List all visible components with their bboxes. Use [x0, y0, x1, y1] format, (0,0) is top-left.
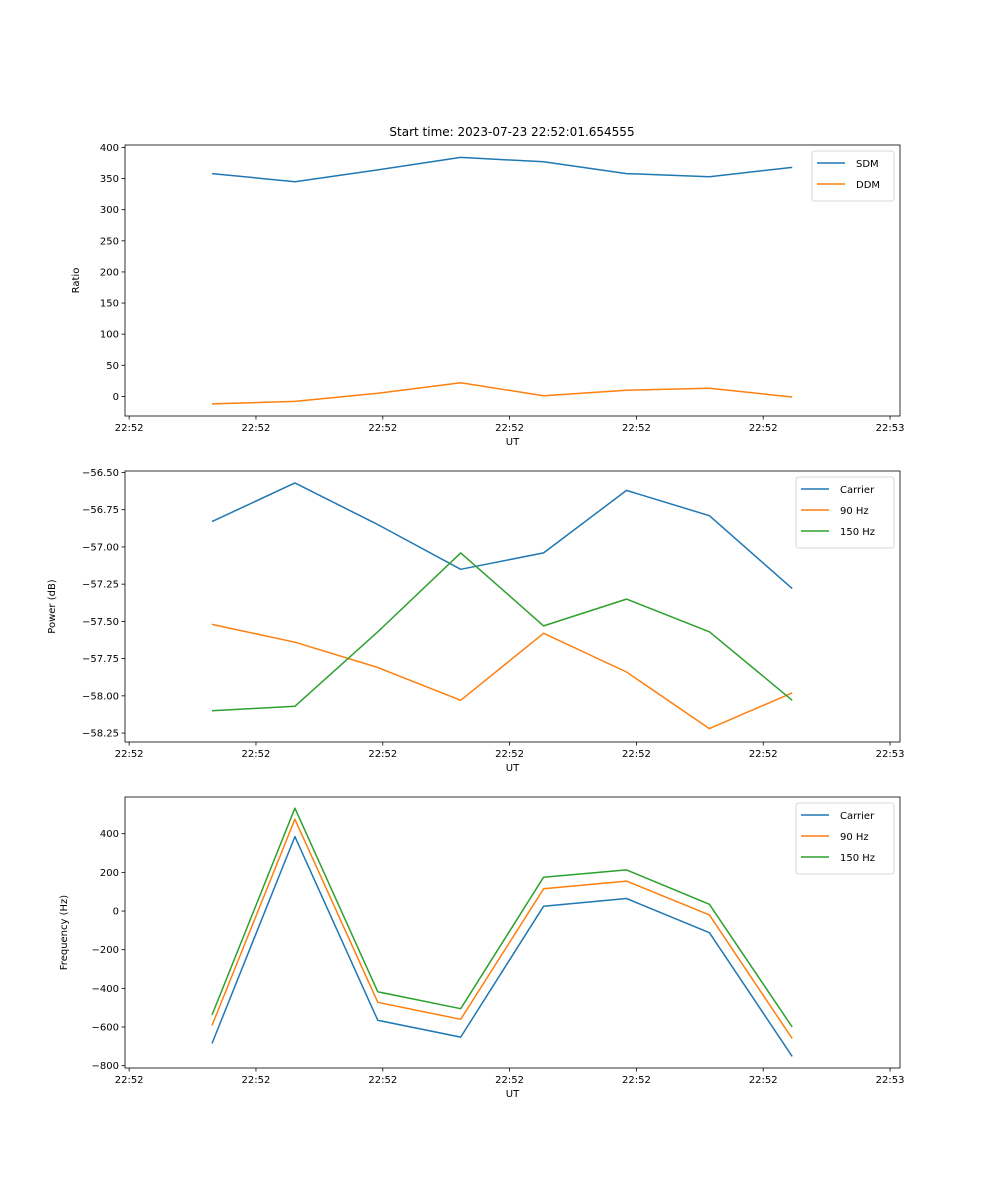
x-tick-label: 22:52 — [115, 1075, 144, 1086]
x-tick-label: 22:53 — [876, 1075, 905, 1086]
y-tick-label: 200 — [100, 267, 119, 278]
legend: SDM DDM — [811, 150, 895, 202]
y-tick-label: 0 — [113, 392, 119, 403]
axes-2: −58.25 −58.00 −57.75 −57.50 −57.25 −57.00 −56.… — [47, 468, 904, 774]
series-line-150-hz — [211, 552, 793, 712]
y-tick-label: 100 — [100, 330, 119, 341]
x-axis-label: UT — [506, 437, 520, 448]
x-tick-label: 22:53 — [876, 749, 905, 760]
y-tick-label: 350 — [100, 174, 119, 185]
axes-3: −800 −600 −400 −200 0 200 400 22:52 22:52 22:52 22… — [59, 796, 905, 1100]
y-tick-label: 0 — [113, 907, 119, 918]
y-axis-label: Power (dB) — [47, 579, 58, 634]
series-line-carrier — [211, 482, 793, 590]
x-tick-label: 22:52 — [749, 749, 778, 760]
y-tick-label: 300 — [100, 205, 119, 216]
y-tick-label: 50 — [106, 361, 119, 372]
legend: Carrier 90 Hz 150 Hz — [795, 802, 895, 875]
y-tick-label: −57.00 — [82, 542, 119, 553]
y-tick-label: −56.75 — [82, 505, 119, 516]
y-tick-label: 200 — [100, 868, 119, 879]
y-tick-label: −58.00 — [82, 691, 119, 702]
y-axis-label: Frequency (Hz) — [59, 895, 70, 971]
legend-entry: 150 Hz — [840, 527, 875, 538]
legend-entry: Carrier — [840, 485, 875, 496]
series-line-ddm — [211, 381, 793, 405]
legend-entry: Carrier — [840, 811, 875, 822]
x-tick-label: 22:52 — [242, 749, 271, 760]
legend: Carrier 90 Hz 150 Hz — [795, 476, 895, 549]
y-tick-label: −600 — [92, 1023, 119, 1034]
series-line-90-hz — [211, 818, 793, 1040]
y-tick-label: −57.50 — [82, 617, 119, 628]
y-tick-label: −58.25 — [82, 729, 119, 740]
legend-box — [811, 150, 895, 202]
legend-entry: DDM — [856, 180, 880, 191]
x-tick-label: 22:52 — [242, 423, 271, 434]
axes-frame — [124, 470, 901, 743]
y-tick-label: −57.25 — [82, 580, 119, 591]
series-line-sdm — [211, 156, 793, 183]
legend-entry: 90 Hz — [840, 506, 869, 517]
x-tick-label: 22:52 — [622, 749, 651, 760]
x-tick-label: 22:52 — [622, 423, 651, 434]
series-line-carrier — [211, 835, 793, 1057]
y-tick-label: −800 — [92, 1061, 119, 1072]
x-tick-label: 22:52 — [368, 749, 397, 760]
x-tick-label: 22:52 — [242, 1075, 271, 1086]
legend-entry: 90 Hz — [840, 832, 869, 843]
x-tick-label: 22:52 — [749, 423, 778, 434]
x-tick-label: 22:52 — [368, 1075, 397, 1086]
y-axis-label: Ratio — [71, 268, 82, 294]
x-tick-label: 22:52 — [115, 749, 144, 760]
x-tick-label: 22:52 — [495, 1075, 524, 1086]
x-tick-label: 22:53 — [876, 423, 905, 434]
legend-entry: 150 Hz — [840, 853, 875, 864]
y-tick-label: −200 — [92, 945, 119, 956]
x-tick-label: 22:52 — [495, 749, 524, 760]
y-tick-label: 400 — [100, 143, 119, 154]
series-line-150-hz — [211, 807, 793, 1028]
y-tick-label: −57.75 — [82, 654, 119, 665]
y-tick-label: 400 — [100, 829, 119, 840]
x-tick-label: 22:52 — [368, 423, 397, 434]
y-tick-label: −56.50 — [82, 468, 119, 479]
axes-1: 0 50 100 150 200 250 300 350 400 22:52 22:52 22:52 2… — [71, 143, 904, 448]
chart-title: Start time: 2023-07-23 22:52:01.654555 — [389, 125, 634, 139]
axes-frame — [124, 144, 901, 417]
y-tick-label: 250 — [100, 236, 119, 247]
axes-frame — [124, 796, 901, 1069]
y-tick-label: −400 — [92, 984, 119, 995]
series-line-90-hz — [211, 623, 793, 730]
x-axis-label: UT — [506, 763, 520, 774]
x-axis-label: UT — [506, 1089, 520, 1100]
y-tick-label: 150 — [100, 299, 119, 310]
legend-entry: SDM — [856, 159, 879, 170]
x-tick-label: 22:52 — [749, 1075, 778, 1086]
x-tick-label: 22:52 — [622, 1075, 651, 1086]
x-tick-label: 22:52 — [495, 423, 524, 434]
x-tick-label: 22:52 — [115, 423, 144, 434]
